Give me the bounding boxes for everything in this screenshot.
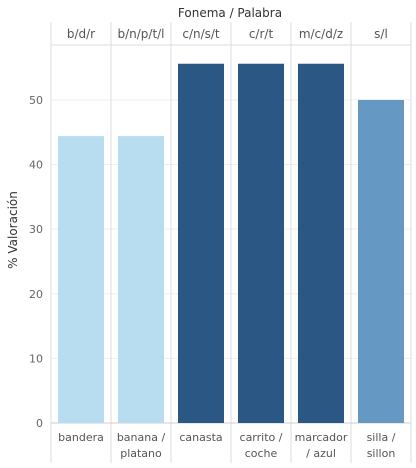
bar[interactable] — [298, 63, 344, 423]
bottom-category-label: bandera — [58, 431, 104, 444]
bar[interactable] — [178, 63, 224, 423]
chart-title: Fonema / Palabra — [178, 6, 282, 20]
bar[interactable] — [118, 136, 164, 423]
bottom-category-label: sillon — [367, 447, 396, 460]
labels: 0 10 20 30 40 50 b/d/r bandera b/n/p/t/l banana /… — [29, 27, 396, 460]
y-tick-label: 0 — [36, 417, 43, 430]
bar[interactable] — [58, 136, 104, 423]
bottom-category-label: carrito / — [240, 431, 283, 444]
bottom-category-label: coche — [245, 447, 278, 460]
y-tick-label: 50 — [29, 94, 43, 107]
top-category-label: c/n/s/t — [182, 27, 220, 41]
bottom-category-label: platano — [120, 447, 162, 460]
y-tick-label: 30 — [29, 223, 43, 236]
bar[interactable] — [358, 99, 404, 423]
grid — [50, 22, 412, 463]
top-category-label: c/r/t — [249, 27, 274, 41]
bottom-category-label: silla / — [367, 431, 396, 444]
bottom-category-label: canasta — [179, 431, 222, 444]
top-category-label: m/c/d/z — [299, 27, 343, 41]
y-tick-label: 40 — [29, 159, 43, 172]
top-category-label: b/d/r — [67, 27, 95, 41]
bottom-category-label: marcador — [295, 431, 348, 444]
top-category-label: b/n/p/t/l — [117, 27, 164, 41]
top-category-label: s/l — [374, 27, 388, 41]
bars — [58, 63, 404, 423]
y-tick-label: 20 — [29, 288, 43, 301]
y-axis-label: % Valoración — [6, 191, 20, 269]
bar[interactable] — [238, 63, 284, 423]
y-tick-label: 10 — [29, 352, 43, 365]
bottom-category-label: / azul — [306, 447, 336, 460]
bottom-category-label: banana / — [117, 431, 166, 444]
